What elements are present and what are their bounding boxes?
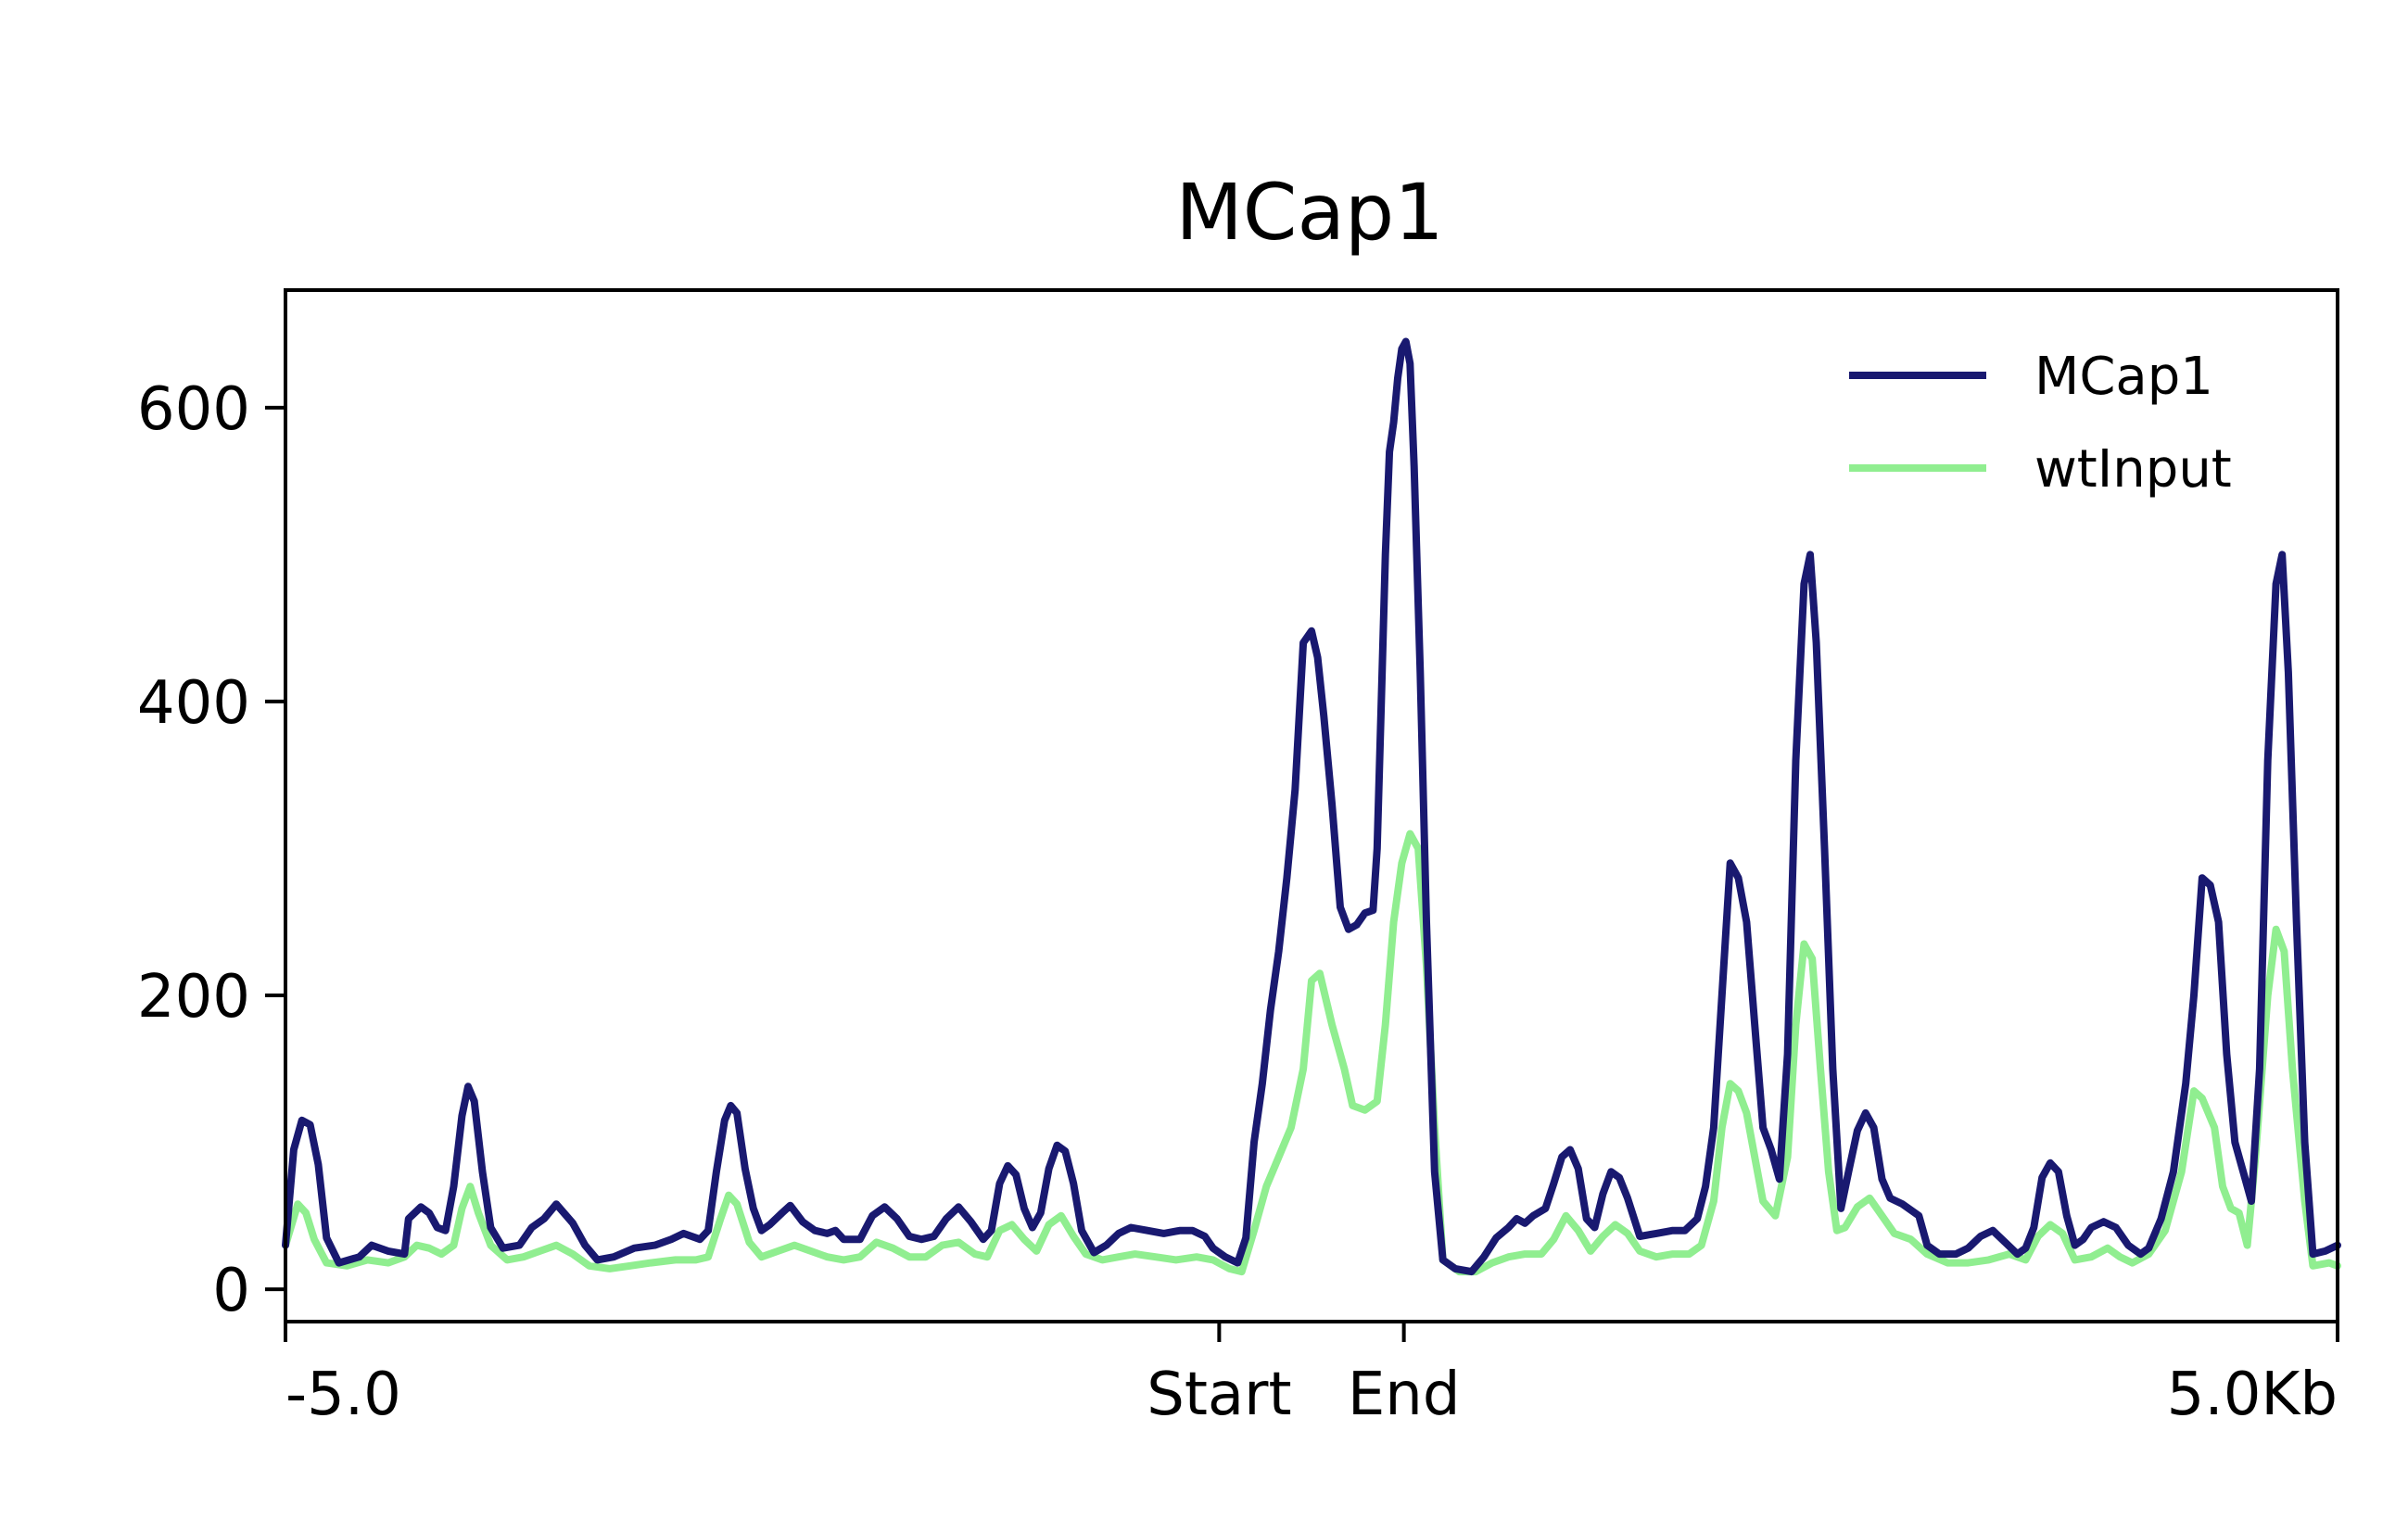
x-tick-label: End [1348,1361,1461,1429]
x-tick-label: -5.0 [285,1361,401,1429]
plot-area-frame [284,288,2339,1323]
x-tick-label: Start [1147,1361,1291,1429]
chart-title: MCap1 [1175,167,1443,258]
legend-label-wtinput: wtInput [2034,439,2232,500]
series-layer [282,337,2341,1276]
legend-label-mcap1: MCap1 [2034,347,2213,407]
series-line-mcap1 [282,337,2341,1276]
y-tick-label: 600 [137,375,250,444]
x-axis: -5.0 Start End 5.0Kb [284,1322,2339,1429]
y-tick-label: 400 [137,669,250,738]
y-tick-label: 0 [212,1257,250,1325]
x-tick-label: 5.0Kb [2167,1361,2338,1429]
y-tick-label: 200 [137,963,250,1032]
series-line-wtinput [282,829,2341,1276]
y-axis: 0 200 400 600 [137,375,285,1325]
legend: MCap1 wtInput [1849,347,2232,500]
